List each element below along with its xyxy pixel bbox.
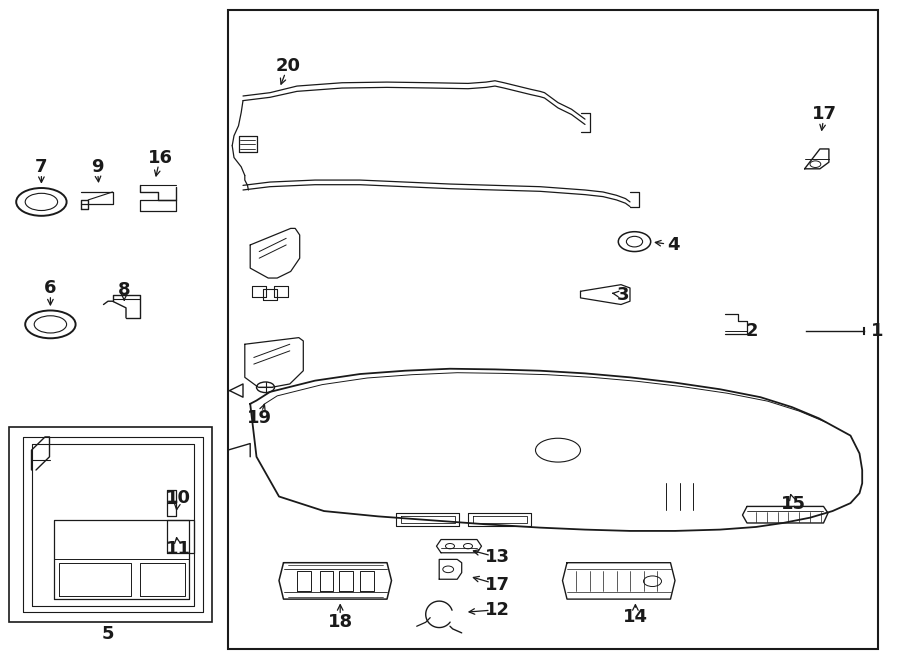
FancyBboxPatch shape <box>9 427 211 622</box>
Text: 15: 15 <box>781 495 806 514</box>
Text: 7: 7 <box>35 158 48 176</box>
Text: 17: 17 <box>485 575 510 594</box>
Text: 14: 14 <box>623 608 648 626</box>
Text: 20: 20 <box>275 57 301 75</box>
Text: 1: 1 <box>871 322 884 340</box>
Text: 10: 10 <box>166 489 191 507</box>
Text: 19: 19 <box>247 409 272 428</box>
Text: 16: 16 <box>148 148 173 167</box>
Text: 5: 5 <box>102 625 114 643</box>
Text: 4: 4 <box>667 236 680 254</box>
Text: 11: 11 <box>166 540 191 559</box>
Text: 13: 13 <box>485 548 510 567</box>
Text: 8: 8 <box>118 281 130 299</box>
Text: 2: 2 <box>745 322 758 340</box>
Text: 3: 3 <box>616 285 629 304</box>
Text: 12: 12 <box>485 600 510 619</box>
Text: 9: 9 <box>91 158 104 176</box>
Text: 17: 17 <box>812 105 837 123</box>
FancyBboxPatch shape <box>228 10 878 649</box>
Text: 6: 6 <box>44 279 57 297</box>
Text: 18: 18 <box>328 613 353 632</box>
